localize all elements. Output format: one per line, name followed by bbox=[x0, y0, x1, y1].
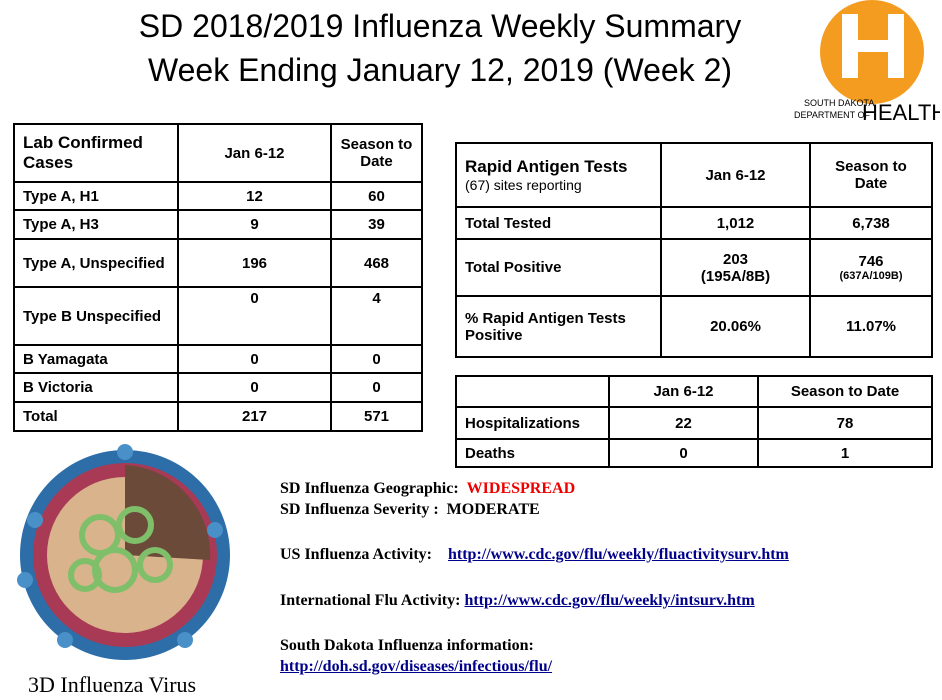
detail: (195A/8B) bbox=[700, 267, 771, 285]
detail: (637A/109B) bbox=[839, 270, 903, 282]
row: Type A, Unspecified 196 468 bbox=[13, 238, 423, 288]
title-line1: SD 2018/2019 Influenza Weekly Summary bbox=[138, 8, 742, 44]
header-cell bbox=[455, 375, 610, 408]
row: Deaths 0 1 bbox=[455, 438, 933, 468]
value: 203 bbox=[722, 250, 749, 268]
cell: 4 bbox=[330, 286, 423, 346]
us-line: US Influenza Activity: http://www.cdc.go… bbox=[280, 546, 789, 564]
cell: 1,012 bbox=[660, 206, 811, 240]
logo-line1: SOUTH DAKOTA bbox=[804, 98, 874, 108]
cell: 1 bbox=[757, 438, 933, 468]
cell: B Yamagata bbox=[13, 344, 179, 374]
link[interactable]: http://doh.sd.gov/diseases/infectious/fl… bbox=[280, 658, 553, 675]
row: Type A, H1 12 60 bbox=[13, 181, 423, 211]
cell: 0 bbox=[330, 344, 423, 374]
cell: 39 bbox=[330, 209, 423, 240]
header-cell: Season to Date bbox=[757, 375, 933, 408]
cell: Total Positive bbox=[455, 238, 662, 297]
image-caption: 3D Influenza Virus bbox=[28, 672, 197, 697]
table-title: Rapid Antigen Tests bbox=[465, 157, 628, 176]
link[interactable]: http://www.cdc.gov/flu/weekly/fluactivit… bbox=[448, 546, 789, 563]
cell: 78 bbox=[757, 406, 933, 440]
row: B Victoria 0 0 bbox=[13, 372, 423, 403]
header-row: Rapid Antigen Tests (67) sites reporting J… bbox=[455, 142, 933, 208]
row: Type B Unspecified 0 4 bbox=[13, 286, 423, 346]
geographic-line: SD Influenza Geographic: WIDESPREAD bbox=[280, 480, 575, 498]
cell: 0 bbox=[330, 372, 423, 403]
header-cell: Season to Date bbox=[330, 123, 423, 183]
cell: Hospitalizations bbox=[455, 406, 610, 440]
logo-line2: DEPARTMENT OF bbox=[794, 110, 871, 120]
cell: Total bbox=[13, 401, 179, 432]
cell: 22 bbox=[608, 406, 759, 440]
cell: 203 (195A/8B) bbox=[660, 238, 811, 297]
row: B Yamagata 0 0 bbox=[13, 344, 423, 374]
cell: 571 bbox=[330, 401, 423, 432]
cell: Total Tested bbox=[455, 206, 662, 240]
cell: 0 bbox=[177, 372, 332, 403]
virus-image bbox=[17, 444, 230, 660]
cell: Type A, Unspecified bbox=[13, 238, 179, 288]
label: US Influenza Activity: bbox=[280, 546, 432, 563]
header-cell: Lab Confirmed Cases bbox=[13, 123, 179, 183]
cell: Deaths bbox=[455, 438, 610, 468]
header-cell: Jan 6-12 bbox=[608, 375, 759, 408]
sd-label: South Dakota Influenza information: bbox=[280, 637, 534, 654]
cell: 11.07% bbox=[809, 295, 933, 358]
value: MODERATE bbox=[446, 501, 540, 518]
cell: 6,738 bbox=[809, 206, 933, 240]
label: International Flu Activity: bbox=[280, 592, 461, 609]
header-cell: Jan 6-12 bbox=[177, 123, 332, 183]
header-row: Jan 6-12 Season to Date bbox=[455, 375, 933, 408]
logo-word: HEALTH bbox=[862, 100, 940, 125]
header-row: Lab Confirmed Cases Jan 6-12 Season to Dat… bbox=[13, 123, 423, 183]
cell: 0 bbox=[177, 344, 332, 374]
lab-table: Lab Confirmed Cases Jan 6-12 Season to Dat… bbox=[13, 123, 423, 432]
label: SD Influenza Geographic: bbox=[280, 480, 459, 497]
link[interactable]: http://www.cdc.gov/flu/weekly/intsurv.ht… bbox=[464, 592, 755, 609]
cell: Type A, H1 bbox=[13, 181, 179, 211]
row: Type A, H3 9 39 bbox=[13, 209, 423, 240]
header-cell: Rapid Antigen Tests (67) sites reporting bbox=[455, 142, 662, 208]
cell: % Rapid Antigen Tests Positive bbox=[455, 295, 662, 358]
row: Total Positive 203 (195A/8B) 746 (637A/109B) bbox=[455, 238, 933, 297]
rapid-table: Rapid Antigen Tests (67) sites reporting J… bbox=[455, 142, 933, 358]
row: Hospitalizations 22 78 bbox=[455, 406, 933, 440]
label: SD Influenza Severity : bbox=[280, 501, 439, 518]
header-cell: Jan 6-12 bbox=[660, 142, 811, 208]
header-cell: Season to Date bbox=[809, 142, 933, 208]
hosp-table: Jan 6-12 Season to Date Hospitalizations 22… bbox=[455, 375, 933, 468]
row: Total 217 571 bbox=[13, 401, 423, 432]
table-subtitle: (67) sites reporting bbox=[465, 177, 582, 193]
sd-line: http://doh.sd.gov/diseases/infectious/fl… bbox=[280, 658, 552, 676]
row: Total Tested 1,012 6,738 bbox=[455, 206, 933, 240]
cell: Type A, H3 bbox=[13, 209, 179, 240]
cell: 468 bbox=[330, 238, 423, 288]
cell: 9 bbox=[177, 209, 332, 240]
cell: 196 bbox=[177, 238, 332, 288]
intl-line: International Flu Activity: http://www.c… bbox=[280, 592, 755, 610]
cell: 0 bbox=[177, 286, 332, 346]
cell: B Victoria bbox=[13, 372, 179, 403]
value: 746 bbox=[858, 253, 884, 270]
row: % Rapid Antigen Tests Positive 20.06% 11.0… bbox=[455, 295, 933, 358]
cell: 217 bbox=[177, 401, 332, 432]
cell: 12 bbox=[177, 181, 332, 211]
cell: 746 (637A/109B) bbox=[809, 238, 933, 297]
value: WIDESPREAD bbox=[466, 480, 576, 497]
severity-line: SD Influenza Severity : MODERATE bbox=[280, 501, 540, 519]
logo: SOUTH DAKOTA DEPARTMENT OF HEALTH bbox=[794, 0, 940, 125]
title-line2: Week Ending January 12, 2019 (Week 2) bbox=[147, 52, 733, 88]
cell: 0 bbox=[608, 438, 759, 468]
cell: 20.06% bbox=[660, 295, 811, 358]
cell: 60 bbox=[330, 181, 423, 211]
cell: Type B Unspecified bbox=[13, 286, 179, 346]
